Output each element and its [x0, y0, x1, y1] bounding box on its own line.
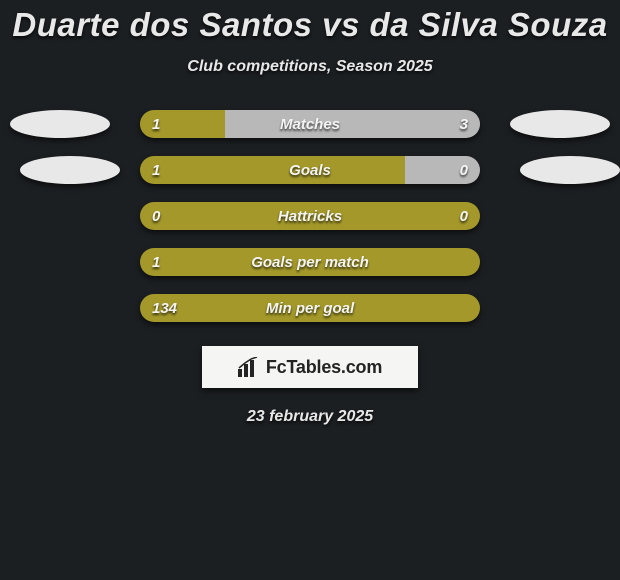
comparison-bar: Hattricks00: [140, 202, 480, 230]
page-title: Duarte dos Santos vs da Silva Souza: [0, 0, 620, 44]
player-avatar-right: [510, 110, 610, 138]
comparison-chart: Matches13 Goals10 Hattricks00 Goals per mat…: [0, 110, 620, 322]
comparison-row: Min per goal134: [0, 294, 620, 322]
bar-segment-left: [140, 202, 480, 230]
comparison-bar: Min per goal134: [140, 294, 480, 322]
player-avatar-right: [520, 156, 620, 184]
comparison-bar: Goals per match1: [140, 248, 480, 276]
player-avatar-left: [20, 156, 120, 184]
bar-segment-left: [140, 248, 480, 276]
comparison-bar: Matches13: [140, 110, 480, 138]
comparison-bar: Goals10: [140, 156, 480, 184]
comparison-row: Goals10: [0, 156, 620, 184]
comparison-row: Hattricks00: [0, 202, 620, 230]
bar-segment-left: [140, 294, 480, 322]
page-subtitle: Club competitions, Season 2025: [0, 58, 620, 76]
bar-segment-right: [225, 110, 480, 138]
footer-logo: FcTables.com: [202, 346, 418, 388]
footer-date: 23 february 2025: [0, 408, 620, 426]
footer-logo-text: FcTables.com: [266, 357, 382, 378]
bar-segment-right: [405, 156, 480, 184]
bar-segment-left: [140, 156, 405, 184]
comparison-row: Goals per match1: [0, 248, 620, 276]
bar-segment-left: [140, 110, 225, 138]
comparison-row: Matches13: [0, 110, 620, 138]
player-avatar-left: [10, 110, 110, 138]
bar-chart-icon: [238, 357, 260, 377]
